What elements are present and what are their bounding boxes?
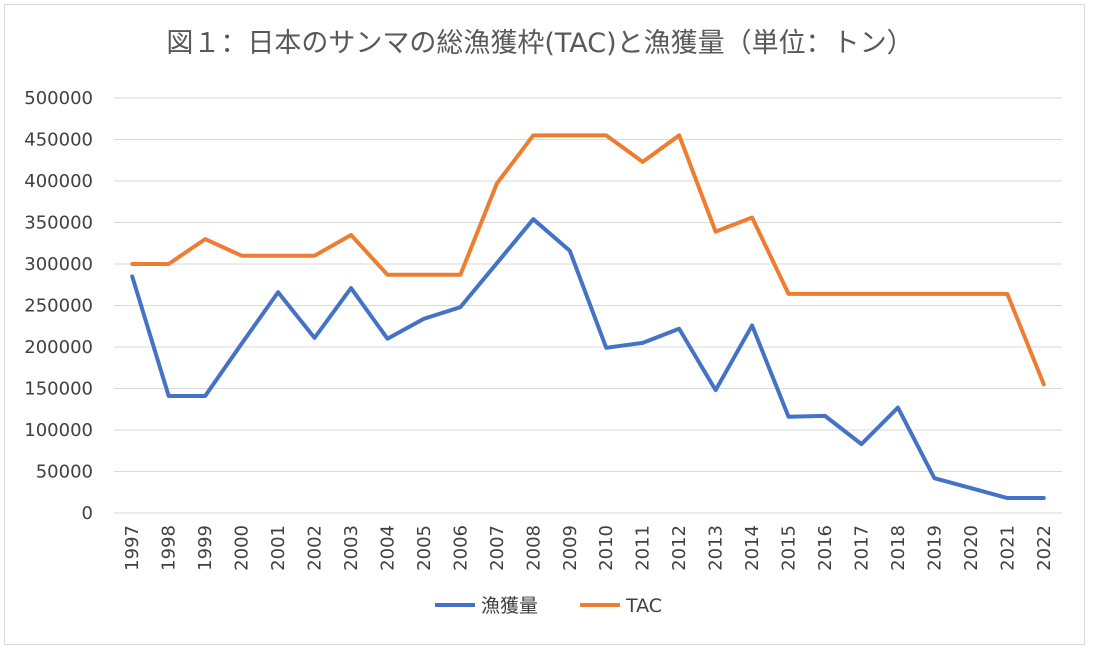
x-tick-label: 2006: [450, 525, 471, 571]
x-tick-label: 2020: [961, 525, 982, 571]
x-tick-label: 2019: [924, 525, 945, 571]
x-tick-label: 2002: [305, 525, 326, 571]
x-tick-label: 2015: [779, 525, 800, 571]
x-tick-label: 2022: [1034, 525, 1055, 571]
x-tick-label: 2018: [888, 525, 909, 571]
x-tick-label: 2021: [997, 525, 1018, 571]
chart-frame: [4, 4, 1085, 645]
x-tick-label: 2005: [414, 525, 435, 571]
y-tick-label: 300000: [24, 254, 93, 275]
x-tick-label: 2008: [523, 525, 544, 571]
chart-title: 図１：日本のサンマの総漁獲枠(TAC)と漁獲量（単位：トン）: [166, 28, 913, 59]
y-tick-label: 100000: [24, 420, 93, 441]
y-tick-label: 50000: [36, 462, 93, 483]
series-points-0: [132, 219, 1044, 499]
x-tick-label: 2001: [268, 525, 289, 571]
series-points-1: [132, 135, 1044, 385]
x-tick-label: 2003: [341, 525, 362, 571]
x-tick-label: 2000: [232, 525, 253, 571]
x-tick-label: 1997: [122, 525, 143, 571]
y-tick-label: 250000: [24, 296, 93, 317]
x-tick-label: 2016: [815, 525, 836, 571]
x-tick-label: 1998: [159, 525, 180, 571]
x-tick-label: 2004: [377, 525, 398, 571]
x-axis-ticks: 1997 1998 1999 2000 2001 2002 2003 2004 2005 2006…: [122, 525, 1055, 571]
x-tick-label: 1999: [195, 525, 216, 571]
x-tick-label: 2009: [560, 525, 581, 571]
x-tick-label: 2007: [487, 525, 508, 571]
legend: 漁獲量 TAC: [435, 595, 662, 617]
y-tick-label: 400000: [24, 171, 93, 192]
y-axis-ticks: 0 50000 100000 150000 200000 250000 300000 3500…: [24, 88, 93, 524]
series-line-1: [130, 133, 1046, 387]
y-tick-label: 500000: [24, 88, 93, 109]
x-tick-label: 2014: [742, 525, 763, 571]
x-tick-label: 2013: [706, 525, 727, 571]
series-lines: [130, 133, 1046, 501]
y-tick-label: 150000: [24, 379, 93, 400]
y-tick-label: 0: [82, 503, 93, 524]
legend-label: TAC: [625, 595, 662, 617]
y-tick-label: 450000: [24, 130, 93, 151]
series-line-0: [130, 217, 1046, 501]
y-tick-label: 200000: [24, 337, 93, 358]
y-tick-label: 350000: [24, 213, 93, 234]
x-tick-label: 2010: [596, 525, 617, 571]
gridlines: [114, 97, 1062, 514]
x-tick-label: 2011: [633, 525, 654, 571]
legend-label: 漁獲量: [481, 595, 538, 617]
x-tick-label: 2012: [669, 525, 690, 571]
x-tick-label: 2017: [851, 525, 872, 571]
